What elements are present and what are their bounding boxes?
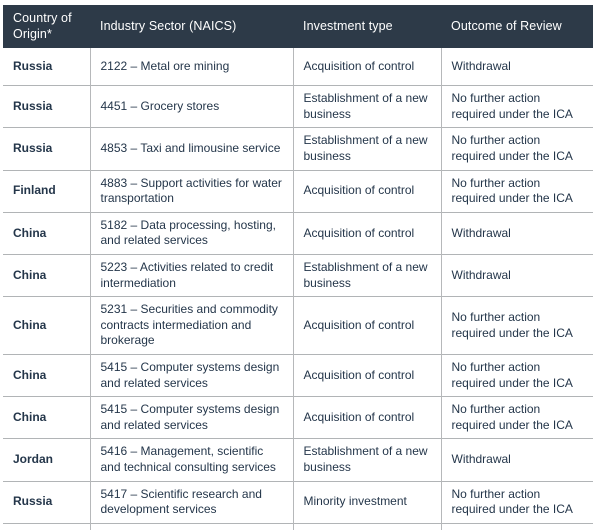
industry-cell: 5417 – Scientific research and developme…: [89, 481, 293, 524]
country-cell: Russia: [3, 48, 90, 86]
outcome-cell: No further action required under the ICA: [440, 170, 593, 213]
outcome-cell: No further action required under the ICA: [440, 354, 593, 397]
country-cell: China: [3, 254, 90, 297]
investment-cell: Acquisition of control: [292, 396, 441, 439]
table-row: Russia 4853 – Taxi and limousine service E…: [3, 127, 593, 171]
column-header-outcome-of-review: Outcome of Review: [441, 5, 593, 49]
industry-cell: 5416 – Management, scientific and techni…: [89, 438, 293, 482]
country-cell: Russia: [3, 85, 90, 128]
table-row: China 5231 – Securities and commodity con…: [3, 296, 593, 355]
country-cell: China: [3, 354, 90, 397]
investment-cell: Acquisition of control: [292, 212, 441, 255]
outcome-cell: Withdrawal: [440, 438, 593, 482]
country-cell: China: [3, 523, 90, 530]
industry-cell: 4883 – Support activities for water tran…: [89, 170, 293, 213]
table-row: China6116 – Other schools and instructio…: [3, 523, 593, 530]
investment-cell: Acquisition of control: [292, 296, 441, 355]
outcome-cell: Ongoing: [440, 523, 593, 530]
outcome-cell: No further action required under the ICA: [440, 481, 593, 524]
table-row: China 5415 – Computer systems design and …: [3, 396, 593, 439]
outcome-cell: Withdrawal: [440, 212, 593, 255]
industry-cell: 4451 – Grocery stores: [89, 85, 293, 128]
investment-cell: Establishment of a new business: [292, 85, 441, 128]
table-row: Russia 2122 – Metal ore mining Acquisition…: [3, 48, 593, 86]
country-cell: Finland: [3, 170, 90, 213]
investment-cell: Acquisition of control: [292, 48, 441, 86]
outcome-cell: Withdrawal: [440, 254, 593, 297]
industry-cell: 6116 – Other schools and instruction: [89, 523, 293, 530]
column-header-country-of-origin: Country of Origin*: [3, 5, 90, 49]
industry-cell: 5415 – Computer systems design and relat…: [89, 396, 293, 439]
investment-cell: Establishment of a new business: [292, 127, 441, 171]
industry-cell: 5231 – Securities and commodity contract…: [89, 296, 293, 355]
investment-cell: Establishment of a new business: [292, 254, 441, 297]
table-row: China 5415 – Computer systems design and …: [3, 354, 593, 397]
table-row: Russia 4451 – Grocery stores Establishment…: [3, 85, 593, 128]
country-cell: China: [3, 396, 90, 439]
country-cell: Russia: [3, 127, 90, 171]
investment-cell: Minority investment: [292, 481, 441, 524]
investment-cell: Acquisition of control: [292, 170, 441, 213]
country-cell: Jordan: [3, 438, 90, 482]
industry-cell: 4853 – Taxi and limousine service: [89, 127, 293, 171]
industry-cell: 5182 – Data processing, hosting, and rel…: [89, 212, 293, 255]
investment-review-table: Country of Origin* Industry Sector (NAIC…: [3, 5, 593, 530]
country-cell: China: [3, 296, 90, 355]
table-header-row: Country of Origin* Industry Sector (NAIC…: [3, 5, 593, 49]
table-row: Finland 4883 – Support activities for wat…: [3, 170, 593, 213]
investment-cell: Acquisition of control: [292, 523, 441, 530]
country-cell: China: [3, 212, 90, 255]
table-body: Russia 2122 – Metal ore mining Acquisition…: [3, 48, 593, 530]
outcome-cell: No further action required under the ICA: [440, 127, 593, 171]
outcome-cell: No further action required under the ICA: [440, 296, 593, 355]
table-row: China 5223 – Activities related to credit…: [3, 254, 593, 297]
outcome-cell: Withdrawal: [440, 48, 593, 86]
column-header-industry-sector: Industry Sector (NAICS): [90, 5, 293, 49]
country-cell: Russia: [3, 481, 90, 524]
table-row: Jordan 5416 – Management, scientific and …: [3, 438, 593, 482]
column-header-investment-type: Investment type: [293, 5, 441, 49]
outcome-cell: No further action required under the ICA: [440, 396, 593, 439]
industry-cell: 5415 – Computer systems design and relat…: [89, 354, 293, 397]
table-row: China 5182 – Data processing, hosting, an…: [3, 212, 593, 255]
investment-cell: Establishment of a new business: [292, 438, 441, 482]
table-header: Country of Origin* Industry Sector (NAIC…: [3, 5, 593, 49]
outcome-cell: No further action required under the ICA: [440, 85, 593, 128]
industry-cell: 2122 – Metal ore mining: [89, 48, 293, 86]
table-row: Russia 5417 – Scientific research and dev…: [3, 481, 593, 524]
industry-cell: 5223 – Activities related to credit inte…: [89, 254, 293, 297]
investment-cell: Acquisition of control: [292, 354, 441, 397]
